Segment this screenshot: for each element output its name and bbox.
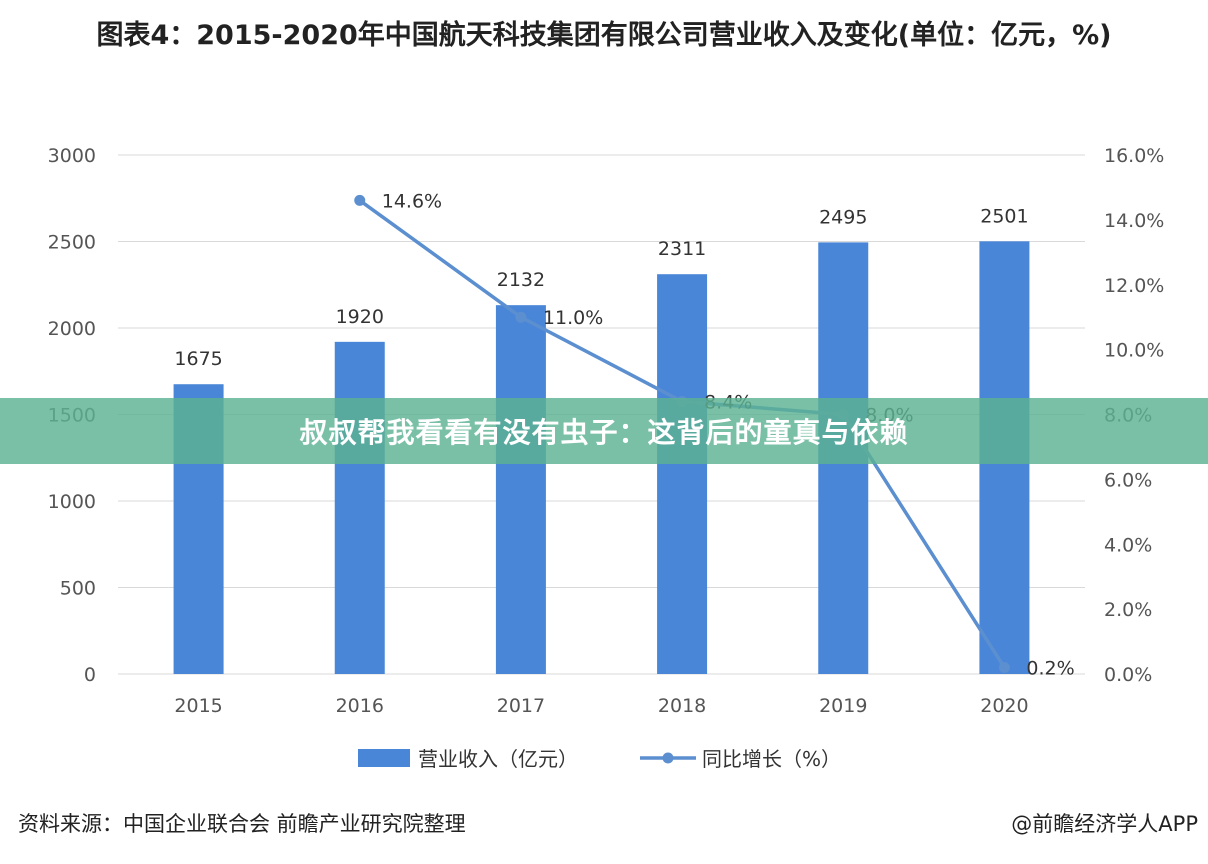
- right-tick-label: 16.0%: [1104, 145, 1164, 167]
- right-tick-label: 10.0%: [1104, 340, 1164, 362]
- chart-title: 图表4：2015-2020年中国航天科技集团有限公司营业收入及变化(单位：亿元，…: [96, 20, 1112, 51]
- bar-value-label: 1920: [336, 306, 384, 328]
- bar-data-labels: 1675 1920 2132 2311 2495 2501: [174, 205, 1028, 370]
- line-point: [515, 311, 527, 323]
- x-tick-label: 2015: [174, 695, 222, 717]
- legend-bar-swatch: [358, 749, 410, 767]
- right-tick-label: 2.0%: [1104, 599, 1152, 621]
- bar-value-label: 2311: [658, 238, 706, 260]
- left-tick-label: 0: [84, 664, 96, 686]
- legend: 营业收入（亿元） 同比增长（%）: [358, 747, 841, 771]
- right-tick-label: 4.0%: [1104, 534, 1152, 556]
- bar-value-label: 2495: [819, 206, 867, 228]
- line-point: [354, 194, 366, 206]
- overlay-banner: 叔叔帮我看看有没有虫子：这背后的童真与依赖: [0, 398, 1208, 464]
- line-point: [998, 662, 1010, 674]
- left-tick-label: 3000: [48, 145, 96, 167]
- credit-note: @前瞻经济学人APP: [1011, 812, 1198, 836]
- legend-line-marker: [662, 752, 674, 764]
- legend-bar-label: 营业收入（亿元）: [418, 747, 578, 771]
- line-value-label: 11.0%: [543, 307, 603, 329]
- left-tick-label: 2000: [48, 318, 96, 340]
- legend-line-label: 同比增长（%）: [702, 747, 841, 771]
- line-value-label: 14.6%: [382, 190, 442, 212]
- left-tick-label: 2500: [48, 232, 96, 254]
- bar-value-label: 1675: [174, 348, 222, 370]
- bar: [657, 274, 708, 674]
- source-note: 资料来源：中国企业联合会 前瞻产业研究院整理: [18, 812, 466, 836]
- x-axis-ticks: 2015 2016 2017 2018 2019 2020: [174, 695, 1028, 717]
- left-tick-label: 1000: [48, 491, 96, 513]
- bar: [495, 305, 546, 674]
- x-tick-label: 2019: [819, 695, 867, 717]
- x-tick-label: 2020: [980, 695, 1028, 717]
- x-tick-label: 2018: [658, 695, 706, 717]
- bar-value-label: 2132: [497, 269, 545, 291]
- right-tick-label: 0.0%: [1104, 664, 1152, 686]
- right-tick-label: 6.0%: [1104, 469, 1152, 491]
- bar: [334, 341, 385, 674]
- x-tick-label: 2017: [497, 695, 545, 717]
- banner-text: 叔叔帮我看看有没有虫子：这背后的童真与依赖: [299, 416, 909, 449]
- right-tick-label: 14.0%: [1104, 210, 1164, 232]
- line-value-label: 0.2%: [1026, 658, 1074, 680]
- left-tick-label: 500: [60, 578, 96, 600]
- right-tick-label: 12.0%: [1104, 275, 1164, 297]
- bar-value-label: 2501: [980, 205, 1028, 227]
- x-tick-label: 2016: [336, 695, 384, 717]
